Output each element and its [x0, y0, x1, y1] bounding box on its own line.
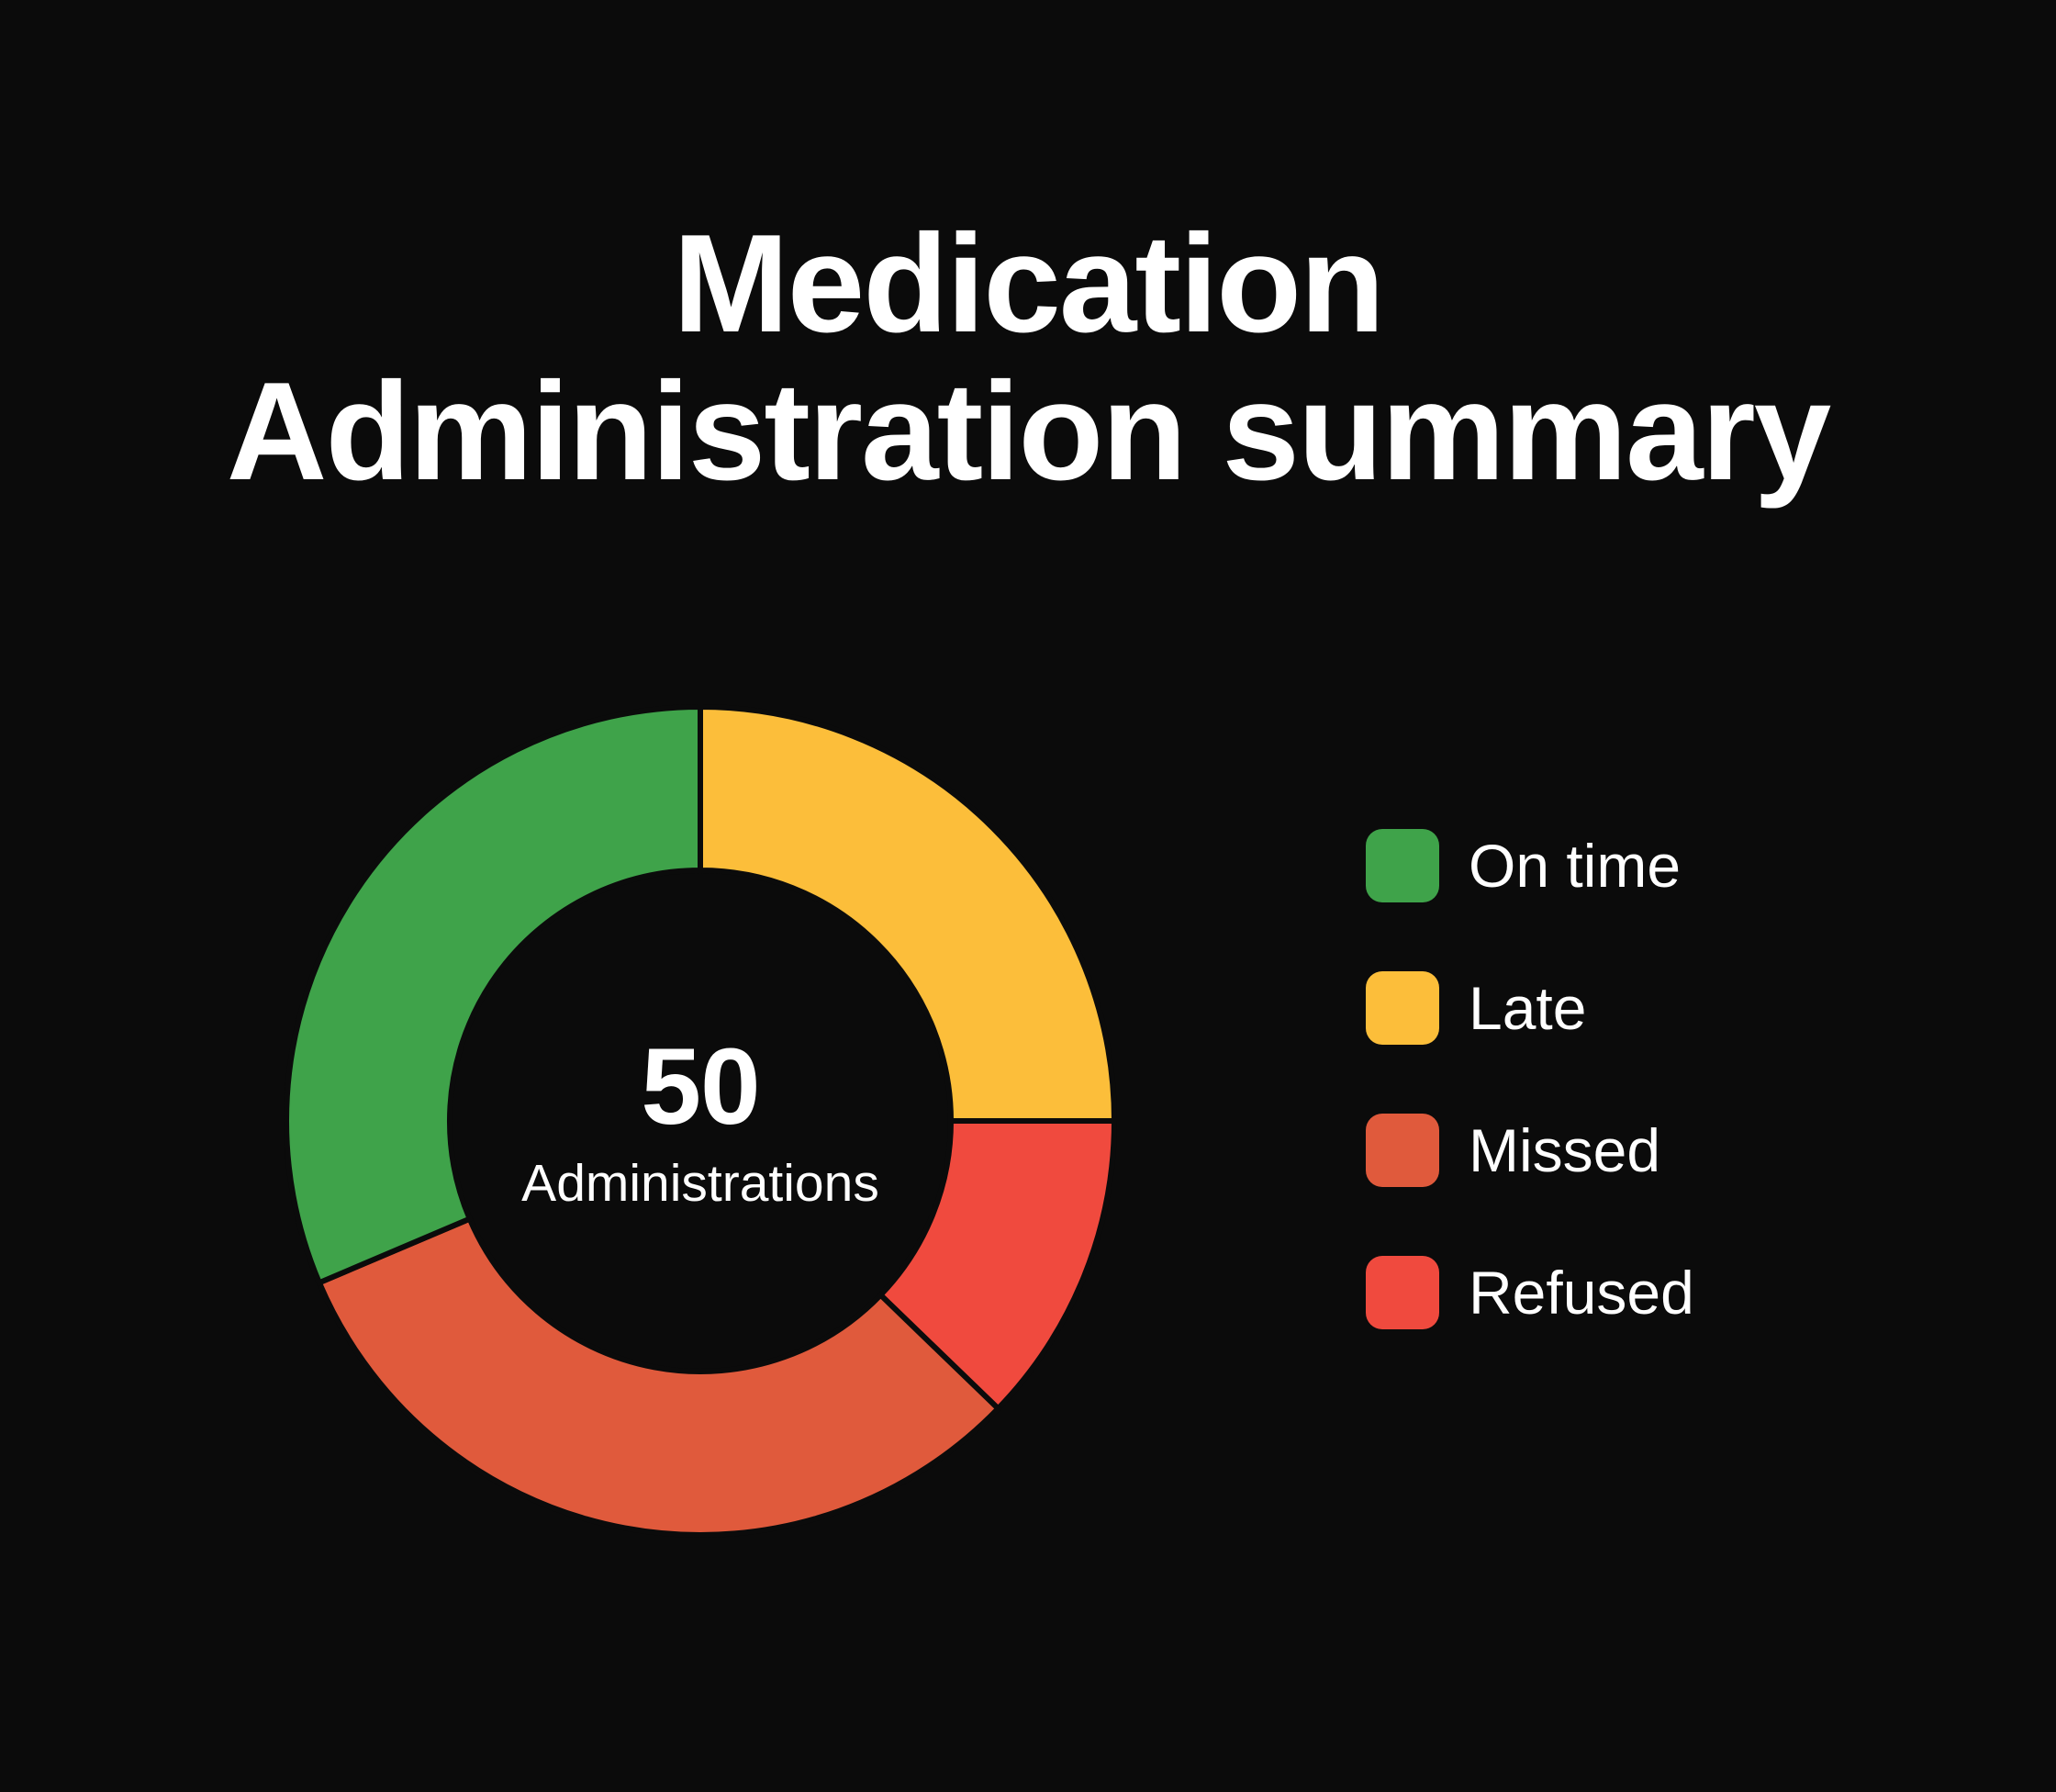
- legend-swatch-icon: [1366, 1256, 1439, 1329]
- donut-slice-on-time[interactable]: [284, 703, 703, 1287]
- legend-item-refused[interactable]: Refused: [1366, 1244, 1935, 1341]
- donut-slice-missed[interactable]: [315, 1215, 1002, 1538]
- donut-chart-graphic: 50 Administrations: [284, 703, 1118, 1538]
- donut-chart-svg: [284, 703, 1118, 1538]
- legend-item-on-time[interactable]: On time: [1366, 817, 1935, 914]
- legend-item-missed[interactable]: Missed: [1366, 1102, 1935, 1199]
- page-title-line-1: Medication: [673, 206, 1385, 362]
- legend-item-label: Missed: [1469, 1116, 1661, 1184]
- page-title-line-2: Administration summary: [226, 353, 1832, 510]
- donut-slice-group: [284, 703, 1118, 1538]
- legend-item-label: Late: [1469, 974, 1587, 1042]
- chart-legend: On time Late Missed Refused: [1366, 817, 1935, 1341]
- legend-item-label: Refused: [1469, 1259, 1694, 1327]
- donut-chart: 50 Administrations: [0, 652, 1404, 1607]
- legend-swatch-icon: [1366, 1114, 1439, 1187]
- legend-item-late[interactable]: Late: [1366, 959, 1935, 1057]
- legend-item-label: On time: [1469, 832, 1682, 900]
- donut-slice-late[interactable]: [698, 703, 1118, 1124]
- legend-swatch-icon: [1366, 971, 1439, 1045]
- page-title: Medication Administration summary: [0, 206, 2056, 510]
- legend-swatch-icon: [1366, 829, 1439, 902]
